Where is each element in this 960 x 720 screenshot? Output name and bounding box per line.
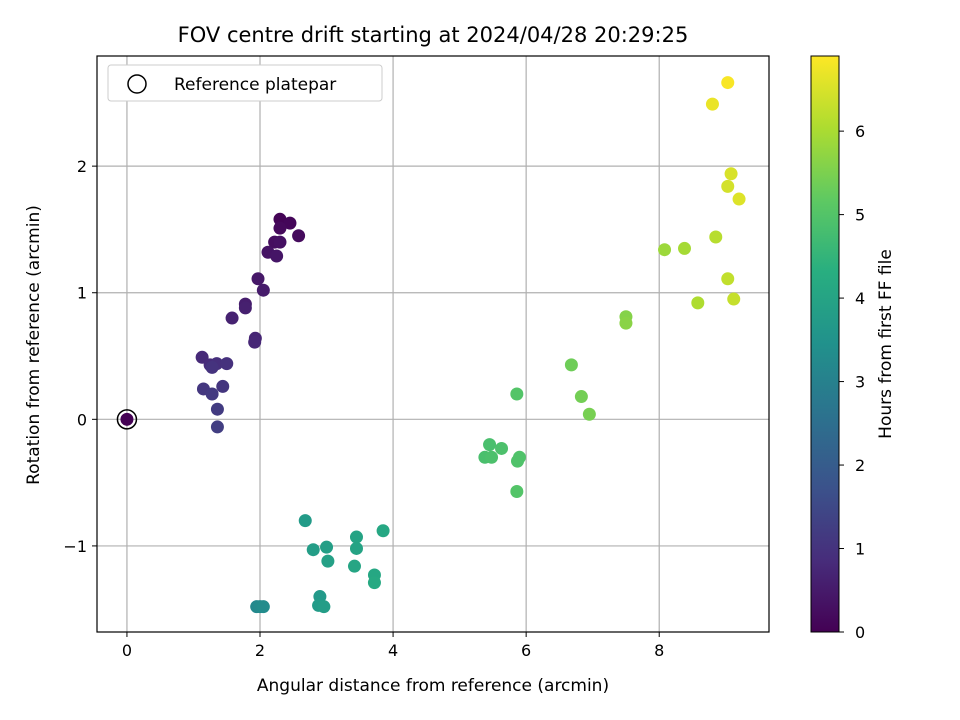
reference-platepar-marker <box>116 409 138 430</box>
data-point <box>256 600 270 614</box>
data-point <box>283 216 297 230</box>
data-point <box>251 272 265 286</box>
data-point <box>619 316 633 330</box>
colorbar-tick-label: 2 <box>855 456 865 475</box>
data-point <box>658 243 672 257</box>
data-point <box>721 76 735 90</box>
x-tick-label: 6 <box>521 641 531 660</box>
legend-label: Reference platepar <box>174 75 336 95</box>
y-tick-label: −1 <box>63 537 87 556</box>
data-point <box>721 179 735 193</box>
colorbar-tick-label: 3 <box>855 373 865 392</box>
data-point <box>292 229 306 243</box>
x-tick-label: 8 <box>654 641 664 660</box>
data-point <box>349 530 363 544</box>
data-point <box>210 420 224 434</box>
data-point <box>367 576 381 590</box>
data-point <box>216 379 230 393</box>
data-point <box>349 541 363 555</box>
y-tick-label: 2 <box>77 157 87 176</box>
colorbar-label: Hours from first FF file <box>876 249 896 439</box>
data-point <box>705 97 719 111</box>
data-point <box>205 387 219 401</box>
data-point <box>321 554 335 568</box>
data-point <box>320 540 334 554</box>
data-point <box>256 283 270 297</box>
data-point <box>691 296 705 310</box>
y-axis-label: Rotation from reference (arcmin) <box>24 205 44 485</box>
data-points <box>120 76 746 614</box>
data-point <box>273 221 287 235</box>
data-point <box>724 167 738 181</box>
data-point <box>376 524 390 538</box>
data-point <box>210 402 224 416</box>
data-point <box>225 311 239 325</box>
chart-title: FOV centre drift starting at 2024/04/28 … <box>178 23 689 47</box>
data-point <box>510 387 524 401</box>
data-point <box>205 360 219 374</box>
data-point <box>238 301 252 315</box>
data-point <box>120 412 134 426</box>
colorbar-gradient <box>810 55 840 633</box>
colorbar-tick-label: 4 <box>855 289 865 308</box>
legend: Reference platepar <box>107 64 383 102</box>
data-point <box>678 241 692 255</box>
colorbar-tick-label: 6 <box>855 122 865 141</box>
colorbar-tick-label: 1 <box>855 540 865 559</box>
data-point <box>485 450 499 464</box>
x-axis-label: Angular distance from reference (arcmin) <box>257 676 609 696</box>
data-point <box>220 357 234 371</box>
data-point <box>727 292 741 306</box>
data-point <box>306 543 320 557</box>
reference-marker <box>116 409 138 430</box>
data-point <box>582 407 596 421</box>
data-point <box>564 358 578 372</box>
data-point <box>248 335 262 349</box>
x-tick-label: 0 <box>122 641 132 660</box>
data-point <box>510 484 524 498</box>
y-tick-label: 1 <box>77 284 87 303</box>
data-point <box>298 514 312 528</box>
colorbar-ticks: 0 1 2 3 4 5 6 <box>839 122 865 642</box>
colorbar: 0 1 2 3 4 5 6 Hours from first FF file <box>810 55 896 642</box>
x-tick-label: 2 <box>255 641 265 660</box>
legend-box <box>107 64 383 102</box>
colorbar-tick-label: 0 <box>855 623 865 642</box>
legend-marker-icon <box>127 74 147 94</box>
x-tick-label: 4 <box>388 641 398 660</box>
y-tick-label: 0 <box>77 410 87 429</box>
data-point <box>347 559 361 573</box>
colorbar-tick-label: 5 <box>855 206 865 225</box>
data-point <box>510 454 524 468</box>
data-point <box>709 230 723 244</box>
data-point <box>574 390 588 404</box>
data-point <box>483 438 497 452</box>
data-point <box>495 441 509 455</box>
data-point <box>317 600 331 614</box>
y-axis-ticks: −1 0 1 2 <box>63 157 97 556</box>
grid <box>97 56 769 632</box>
data-point <box>721 272 735 286</box>
x-axis-ticks: 0 2 4 6 8 <box>122 632 664 660</box>
data-point <box>273 235 287 249</box>
plot-frame <box>96 55 770 633</box>
data-point <box>270 249 284 263</box>
data-point <box>732 192 746 206</box>
